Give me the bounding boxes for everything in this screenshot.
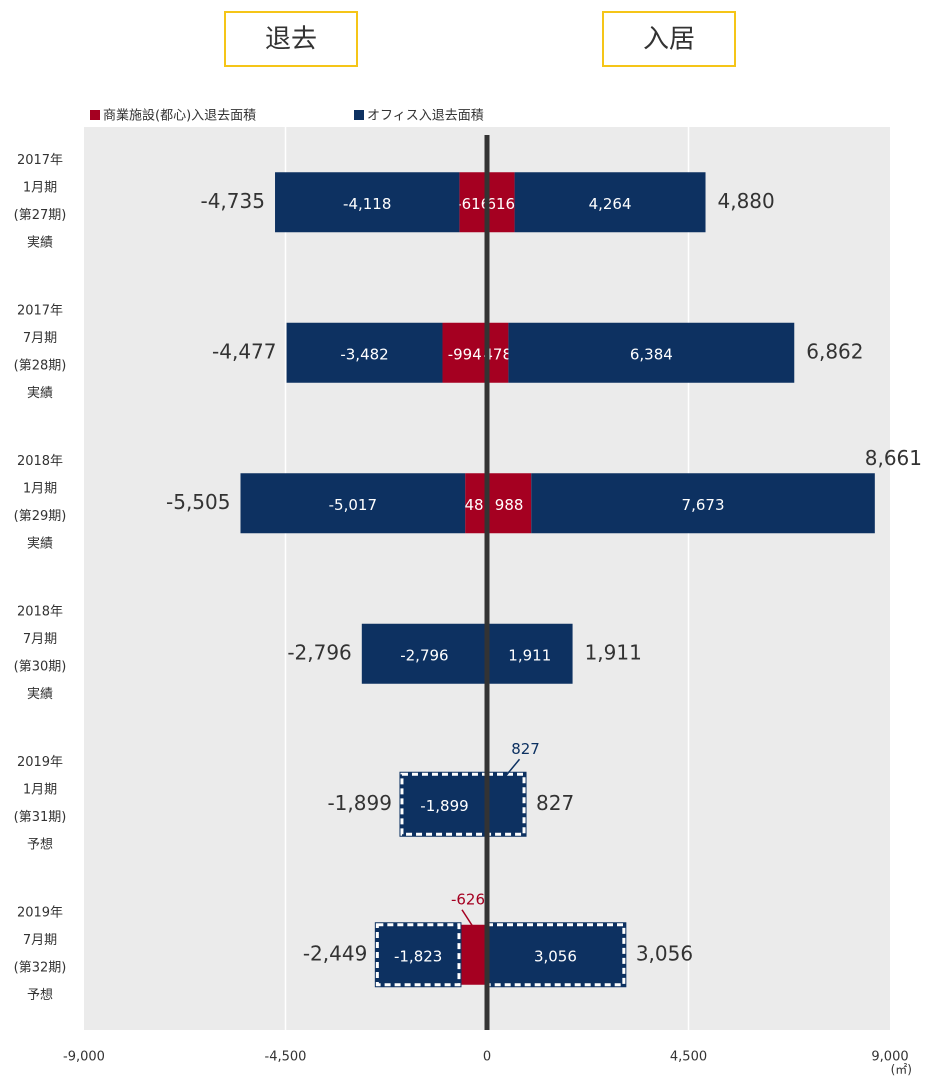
unit-label: (㎡) bbox=[891, 1063, 912, 1077]
value-label: -1,823 bbox=[394, 947, 442, 965]
bar-segment bbox=[442, 322, 487, 383]
value-label: 478 bbox=[483, 345, 512, 363]
category-label: 2019年 bbox=[17, 755, 63, 770]
category-label: 7月期 bbox=[23, 331, 57, 346]
bar-segment bbox=[514, 172, 706, 233]
category-label: 1月期 bbox=[23, 481, 57, 496]
value-label: 988 bbox=[495, 496, 524, 514]
category-label: 予想 bbox=[27, 836, 53, 852]
right-header: 入居 bbox=[643, 25, 695, 55]
total-label: -5,505 bbox=[166, 490, 230, 514]
bar-segment bbox=[459, 172, 487, 233]
category-label: 7月期 bbox=[23, 933, 57, 948]
category-label: (第32期) bbox=[14, 960, 67, 975]
header-box bbox=[602, 11, 736, 67]
value-label: -5,017 bbox=[329, 496, 377, 514]
header-box bbox=[224, 11, 358, 67]
category-label: 7月期 bbox=[23, 632, 57, 647]
bar-segment bbox=[487, 172, 515, 233]
bar-segment bbox=[401, 774, 487, 835]
category-label: (第30期) bbox=[14, 659, 67, 674]
legend-label: オフィス入退去面積 bbox=[367, 109, 484, 124]
value-label: 6,384 bbox=[630, 345, 673, 363]
bar-segment bbox=[465, 473, 487, 534]
category-label: 実績 bbox=[27, 234, 53, 250]
bar-segment bbox=[508, 322, 795, 383]
bar-segment bbox=[458, 924, 487, 985]
bar-segment bbox=[240, 473, 466, 534]
left-header: 退去 bbox=[265, 25, 317, 55]
x-tick-label: -4,500 bbox=[265, 1050, 307, 1065]
category-label: 実績 bbox=[27, 535, 53, 551]
bar-segment bbox=[531, 473, 875, 534]
legend-label: 商業施設(都心)入退去面積 bbox=[103, 108, 256, 124]
leader-line bbox=[504, 758, 521, 777]
bar-segment bbox=[487, 473, 532, 534]
leader-line bbox=[461, 909, 474, 928]
total-label: 827 bbox=[536, 791, 574, 815]
category-label: 2018年 bbox=[17, 454, 63, 469]
value-label: 1,911 bbox=[508, 646, 551, 664]
value-label: -994 bbox=[448, 345, 482, 363]
x-tick-label: 4,500 bbox=[670, 1050, 707, 1065]
bar-segment bbox=[286, 322, 443, 383]
value-label: 3,056 bbox=[534, 947, 577, 965]
bar-segment bbox=[487, 623, 573, 684]
category-label: (第31期) bbox=[14, 810, 67, 825]
category-label: 2017年 bbox=[17, 303, 63, 318]
category-label: 予想 bbox=[27, 987, 53, 1003]
bar-segment bbox=[487, 774, 525, 835]
category-label: 1月期 bbox=[23, 782, 57, 797]
category-label: 2017年 bbox=[17, 153, 63, 168]
value-label: 827 bbox=[511, 740, 540, 758]
value-label: -626 bbox=[451, 890, 485, 908]
value-label: 4,264 bbox=[589, 195, 632, 213]
category-label: 1月期 bbox=[23, 180, 57, 195]
total-label: 4,880 bbox=[718, 189, 775, 213]
total-label: -2,449 bbox=[303, 941, 367, 965]
category-label: 実績 bbox=[27, 385, 53, 401]
category-label: 2019年 bbox=[17, 905, 63, 920]
forecast-outline bbox=[375, 923, 461, 987]
value-label: 7,673 bbox=[682, 496, 725, 514]
x-tick-label: -9,000 bbox=[63, 1050, 105, 1065]
value-label: -616 bbox=[456, 195, 490, 213]
bar-segment bbox=[487, 322, 509, 383]
total-label: 6,862 bbox=[806, 339, 863, 363]
total-label: -1,899 bbox=[327, 791, 391, 815]
total-label: 8,661 bbox=[865, 446, 922, 470]
total-label: 3,056 bbox=[636, 941, 693, 965]
total-label: -2,796 bbox=[287, 640, 351, 664]
category-label: (第27期) bbox=[14, 208, 67, 223]
bar-segment bbox=[487, 924, 624, 985]
bar-segment bbox=[361, 623, 487, 684]
value-label: -3,482 bbox=[340, 345, 388, 363]
legend-swatch bbox=[354, 110, 364, 120]
category-label: (第29期) bbox=[14, 509, 67, 524]
value-label: -2,796 bbox=[400, 646, 448, 664]
bar-segment bbox=[275, 172, 460, 233]
value-label: 616 bbox=[486, 195, 515, 213]
category-label: 2018年 bbox=[17, 604, 63, 619]
total-label: -4,735 bbox=[200, 189, 264, 213]
total-label: 1,911 bbox=[585, 640, 642, 664]
category-label: (第28期) bbox=[14, 358, 67, 373]
legend-swatch bbox=[90, 110, 100, 120]
x-tick-label: 9,000 bbox=[871, 1050, 908, 1065]
value-label: -4,118 bbox=[343, 195, 391, 213]
x-tick-label: 0 bbox=[483, 1050, 491, 1065]
bar-segment bbox=[377, 924, 459, 985]
value-label: -1,899 bbox=[420, 797, 468, 815]
category-label: 実績 bbox=[27, 686, 53, 702]
total-label: -4,477 bbox=[212, 339, 276, 363]
